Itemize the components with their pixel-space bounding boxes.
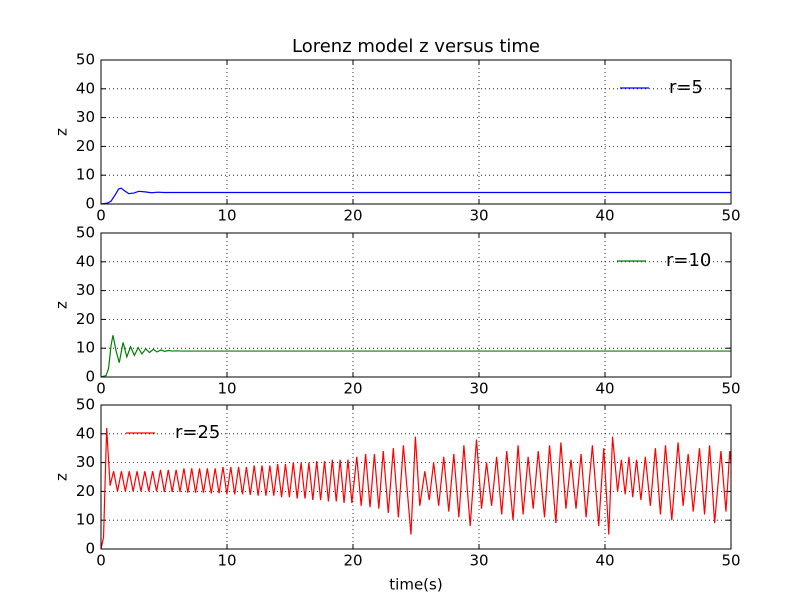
y-tick-label: 50 (76, 396, 95, 414)
x-axis-label: time(s) (389, 576, 442, 594)
x-tick-label: 0 (96, 380, 106, 398)
x-tick-label: 40 (595, 380, 614, 398)
y-tick-label: 50 (76, 224, 95, 242)
y-tick-label: 20 (76, 482, 95, 500)
chart-title: Lorenz model z versus time (292, 36, 540, 57)
data-line (100, 335, 731, 378)
y-axis-label: z (53, 128, 71, 136)
y-axis-label: z (53, 473, 71, 481)
y-tick-label: 10 (76, 339, 95, 357)
x-tick-label: 40 (595, 207, 614, 225)
y-tick-label: 40 (76, 252, 95, 270)
y-tick-label: 20 (76, 310, 95, 328)
x-tick-label: 30 (469, 207, 488, 225)
y-tick-label: 40 (76, 424, 95, 442)
y-tick-label: 30 (76, 108, 95, 126)
data-line (100, 428, 732, 550)
x-tick-label: 40 (595, 552, 614, 570)
plot-area (101, 60, 731, 204)
y-tick-label: 30 (76, 281, 95, 299)
y-tick-label: 0 (85, 195, 95, 213)
axes-frame (100, 404, 732, 550)
x-tick-label: 10 (217, 207, 236, 225)
y-tick-label: 10 (76, 166, 95, 184)
legend-label: r=10 (666, 250, 711, 271)
x-tick-label: 20 (343, 380, 362, 398)
y-tick-label: 40 (76, 79, 95, 97)
x-tick-label: 30 (469, 552, 488, 570)
x-tick-label: 50 (721, 380, 740, 398)
y-tick-label: 30 (76, 453, 95, 471)
y-tick-label: 0 (85, 368, 95, 386)
axes-frame (100, 59, 732, 205)
x-tick-label: 10 (217, 552, 236, 570)
x-tick-label: 50 (721, 552, 740, 570)
y-tick-label: 50 (76, 51, 95, 69)
x-tick-label: 0 (96, 207, 106, 225)
x-tick-label: 10 (217, 380, 236, 398)
plot-area (101, 233, 731, 377)
legend-label: r=25 (175, 422, 220, 443)
x-tick-label: 50 (721, 207, 740, 225)
x-tick-label: 20 (343, 552, 362, 570)
data-line (100, 187, 731, 205)
legend-label: r=5 (669, 77, 703, 98)
x-tick-label: 30 (469, 380, 488, 398)
x-tick-label: 0 (96, 552, 106, 570)
y-tick-label: 20 (76, 137, 95, 155)
y-tick-label: 0 (85, 540, 95, 558)
x-tick-label: 20 (343, 207, 362, 225)
y-tick-label: 10 (76, 511, 95, 529)
y-axis-label: z (53, 301, 71, 309)
axes-frame (100, 232, 732, 378)
